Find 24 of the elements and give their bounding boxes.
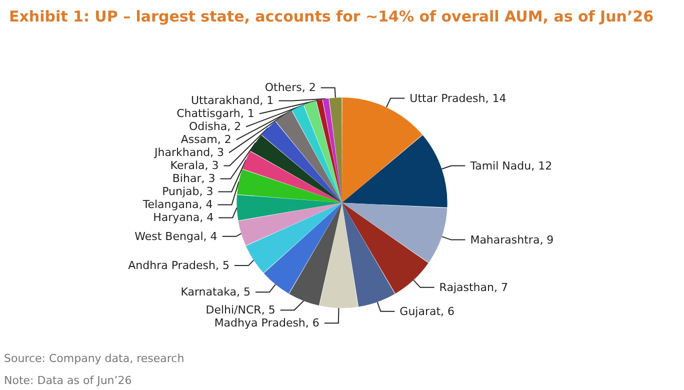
chart-title: Exhibit 1: UP – largest state, accounts for ~14% of overall AUM, as of Jun’26	[9, 8, 654, 26]
slice-label: Chattisgarh, 1	[176, 107, 254, 120]
source-note: Source: Company data, research	[4, 352, 184, 365]
slice-label: Uttarakhand, 1	[190, 94, 274, 108]
slice-label: Kerala, 3	[170, 159, 219, 172]
text: Note: Data as of Jun’26	[4, 374, 132, 387]
slice-label: Madhya Pradesh, 6	[214, 316, 320, 330]
slice-label: Rajasthan, 7	[439, 280, 508, 294]
slice-label: Gujarat, 6	[400, 304, 455, 318]
slice-label: Bihar, 3	[172, 172, 216, 186]
slice-label: Andhra Pradesh, 5	[128, 259, 230, 272]
slice-label: Delhi/NCR, 5	[206, 304, 276, 317]
slice-label: Uttar Pradesh, 14	[410, 92, 506, 105]
slice-label: Others, 2	[264, 81, 316, 94]
slice-label: West Bengal, 4	[134, 230, 218, 243]
slice-label: Maharashtra, 9	[470, 233, 554, 246]
slice-label: Assam, 2	[180, 133, 232, 146]
slice-label: Tamil Nadu, 12	[469, 159, 552, 172]
slice-label: Telangana, 4	[142, 198, 213, 212]
slice-label: Karnataka, 5	[180, 286, 250, 299]
slice-label: Punjab, 3	[162, 185, 214, 198]
slice-label: Jharkhand, 3	[154, 146, 224, 160]
slice-label: Odisha, 2	[188, 120, 242, 134]
slice-label: Haryana, 4	[153, 211, 214, 224]
